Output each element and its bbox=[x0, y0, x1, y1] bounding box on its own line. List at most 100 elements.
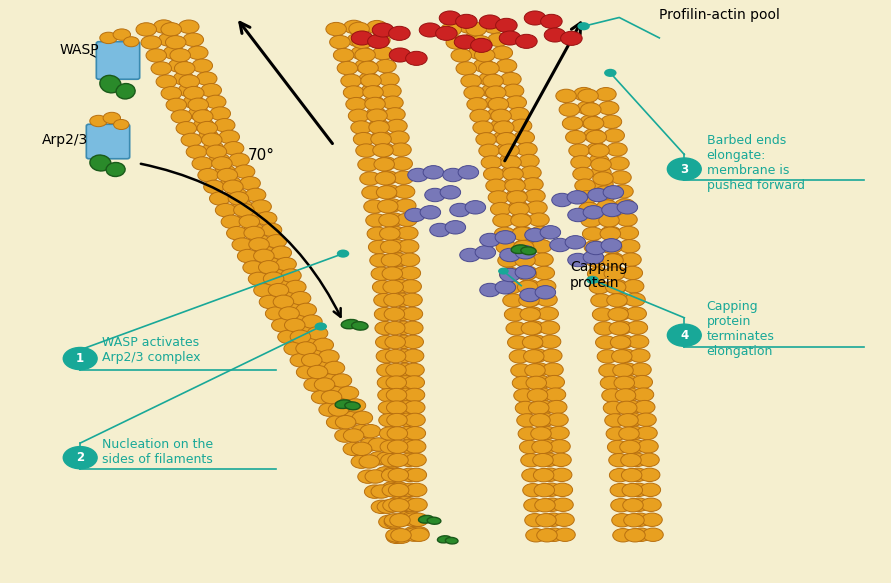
Circle shape bbox=[396, 388, 416, 402]
Circle shape bbox=[501, 280, 521, 294]
Circle shape bbox=[667, 158, 701, 180]
Circle shape bbox=[260, 257, 281, 271]
Circle shape bbox=[601, 389, 622, 402]
Circle shape bbox=[637, 426, 658, 440]
Circle shape bbox=[297, 366, 317, 379]
Circle shape bbox=[179, 75, 200, 88]
Circle shape bbox=[454, 35, 476, 49]
Circle shape bbox=[501, 72, 521, 86]
Circle shape bbox=[379, 413, 399, 427]
Circle shape bbox=[278, 330, 298, 343]
Circle shape bbox=[405, 413, 425, 427]
Circle shape bbox=[539, 453, 560, 466]
Circle shape bbox=[612, 514, 633, 527]
Circle shape bbox=[328, 386, 348, 399]
Circle shape bbox=[215, 165, 235, 178]
Circle shape bbox=[506, 189, 527, 203]
Circle shape bbox=[364, 97, 385, 111]
Circle shape bbox=[371, 267, 391, 280]
Circle shape bbox=[373, 293, 394, 307]
Circle shape bbox=[495, 280, 516, 294]
Circle shape bbox=[254, 283, 274, 297]
Circle shape bbox=[307, 326, 328, 340]
Circle shape bbox=[156, 75, 176, 88]
Circle shape bbox=[526, 529, 546, 542]
Circle shape bbox=[539, 321, 560, 335]
Circle shape bbox=[610, 498, 631, 512]
Circle shape bbox=[388, 497, 409, 510]
Circle shape bbox=[522, 307, 543, 320]
Circle shape bbox=[525, 229, 545, 242]
Circle shape bbox=[593, 178, 613, 191]
Circle shape bbox=[519, 289, 540, 302]
Circle shape bbox=[346, 97, 366, 111]
Circle shape bbox=[206, 145, 226, 159]
Circle shape bbox=[359, 455, 380, 468]
Circle shape bbox=[517, 143, 537, 156]
Circle shape bbox=[151, 62, 171, 75]
Circle shape bbox=[585, 241, 606, 255]
Circle shape bbox=[532, 440, 552, 454]
Circle shape bbox=[63, 447, 97, 469]
Circle shape bbox=[153, 20, 174, 33]
Circle shape bbox=[335, 429, 356, 442]
Circle shape bbox=[607, 279, 627, 293]
Circle shape bbox=[387, 427, 407, 440]
Circle shape bbox=[576, 191, 597, 204]
Circle shape bbox=[488, 97, 509, 111]
Circle shape bbox=[382, 483, 403, 497]
Circle shape bbox=[519, 154, 539, 168]
Circle shape bbox=[621, 469, 642, 482]
Circle shape bbox=[496, 59, 517, 72]
Circle shape bbox=[425, 188, 446, 202]
Ellipse shape bbox=[116, 83, 135, 99]
Circle shape bbox=[395, 497, 415, 510]
Circle shape bbox=[601, 115, 622, 128]
Circle shape bbox=[599, 214, 619, 227]
Circle shape bbox=[599, 364, 619, 377]
Circle shape bbox=[536, 529, 557, 542]
Circle shape bbox=[377, 500, 397, 514]
Circle shape bbox=[536, 293, 557, 307]
Circle shape bbox=[509, 201, 529, 215]
Circle shape bbox=[221, 177, 241, 190]
Circle shape bbox=[583, 206, 603, 219]
Circle shape bbox=[500, 267, 520, 280]
Circle shape bbox=[552, 194, 572, 207]
Circle shape bbox=[607, 294, 627, 307]
Circle shape bbox=[301, 353, 322, 367]
Circle shape bbox=[514, 131, 535, 144]
Circle shape bbox=[519, 440, 540, 454]
Circle shape bbox=[359, 72, 380, 86]
Circle shape bbox=[193, 118, 214, 132]
Circle shape bbox=[589, 144, 609, 157]
Circle shape bbox=[628, 335, 649, 349]
Circle shape bbox=[460, 248, 480, 262]
Circle shape bbox=[612, 321, 633, 334]
Circle shape bbox=[396, 199, 416, 212]
Circle shape bbox=[527, 201, 547, 215]
Circle shape bbox=[313, 338, 333, 352]
Circle shape bbox=[518, 266, 538, 280]
Circle shape bbox=[380, 85, 401, 98]
Circle shape bbox=[375, 321, 396, 335]
Circle shape bbox=[520, 454, 541, 467]
Circle shape bbox=[315, 378, 335, 391]
Circle shape bbox=[520, 308, 541, 321]
Text: WASP activates
Arp2/3 complex: WASP activates Arp2/3 complex bbox=[102, 336, 201, 364]
Circle shape bbox=[530, 226, 551, 240]
Circle shape bbox=[524, 350, 544, 363]
Circle shape bbox=[385, 108, 405, 121]
Circle shape bbox=[516, 34, 537, 48]
Circle shape bbox=[374, 157, 395, 171]
Circle shape bbox=[375, 171, 396, 185]
Circle shape bbox=[626, 453, 647, 466]
Circle shape bbox=[232, 238, 252, 251]
Circle shape bbox=[290, 292, 311, 305]
Circle shape bbox=[568, 191, 588, 204]
Circle shape bbox=[345, 399, 365, 412]
Circle shape bbox=[511, 213, 531, 226]
Circle shape bbox=[361, 84, 381, 97]
Circle shape bbox=[315, 322, 327, 331]
Circle shape bbox=[249, 234, 270, 248]
